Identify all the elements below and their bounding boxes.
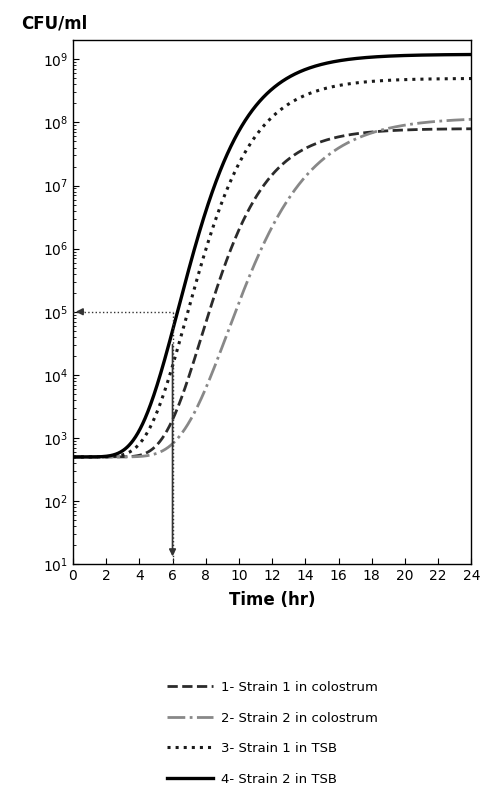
X-axis label: Time (hr): Time (hr) [229,592,315,609]
Legend: 1- Strain 1 in colostrum, 2- Strain 2 in colostrum, 3- Strain 1 in TSB, 4- Strai: 1- Strain 1 in colostrum, 2- Strain 2 in… [161,675,383,791]
Text: CFU/ml: CFU/ml [21,15,87,32]
